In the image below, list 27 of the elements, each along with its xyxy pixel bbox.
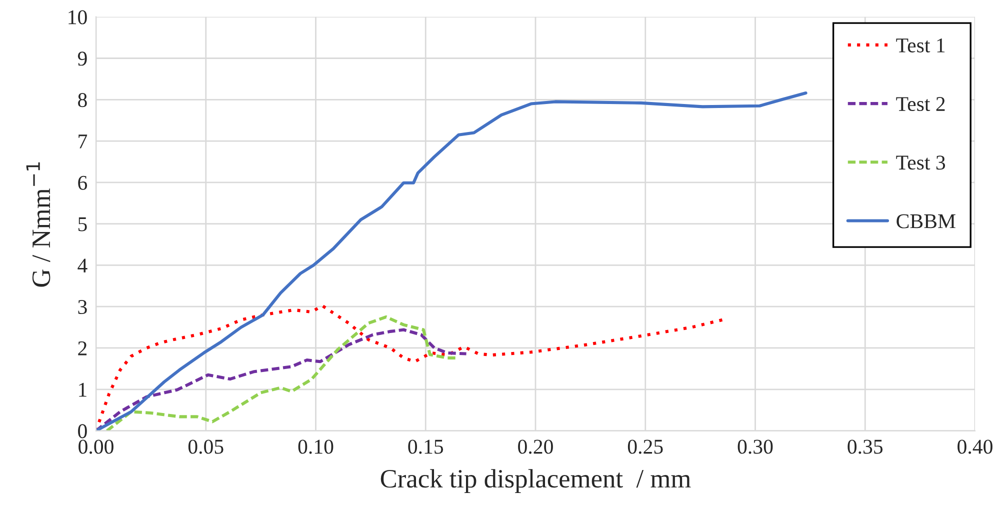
x-tick-label: 0.10 xyxy=(298,440,334,454)
y-tick-label: 10 xyxy=(68,10,87,24)
y-tick-label: 4 xyxy=(78,258,88,272)
x-tick-label: 0.30 xyxy=(738,440,773,454)
y-tick-label: 7 xyxy=(78,134,88,148)
legend-label: CBBM xyxy=(896,214,956,228)
y-axis-title: G / Nmm$^{−1}$ xyxy=(26,162,50,287)
x-tick-label: 0.05 xyxy=(188,440,224,454)
legend-label: Test 1 xyxy=(896,38,945,52)
x-tick-label: 0.40 xyxy=(958,440,992,454)
legend-label: Test 2 xyxy=(896,97,945,112)
y-tick-label: 2 xyxy=(78,341,87,356)
y-tick-label: 1 xyxy=(79,382,86,397)
x-axis-title: Crack tip displacement / mm xyxy=(380,469,691,494)
line-series xyxy=(96,91,808,431)
y-tick-label: 5 xyxy=(78,217,87,232)
y-tick-label: 3 xyxy=(78,300,87,314)
x-tick-label: 0.20 xyxy=(518,440,553,454)
y-tick-label: 6 xyxy=(78,176,88,190)
y-tick-label: 0 xyxy=(78,424,87,438)
y-tick-label: 9 xyxy=(78,52,87,66)
x-tick-label: 0.15 xyxy=(408,440,444,454)
x-tick-label: 0.35 xyxy=(848,440,883,454)
y-tick-label: 8 xyxy=(78,93,87,108)
x-tick-label: 0.00 xyxy=(78,440,114,454)
legend-label: Test 3 xyxy=(896,156,946,170)
x-tick-label: 0.25 xyxy=(628,440,663,454)
